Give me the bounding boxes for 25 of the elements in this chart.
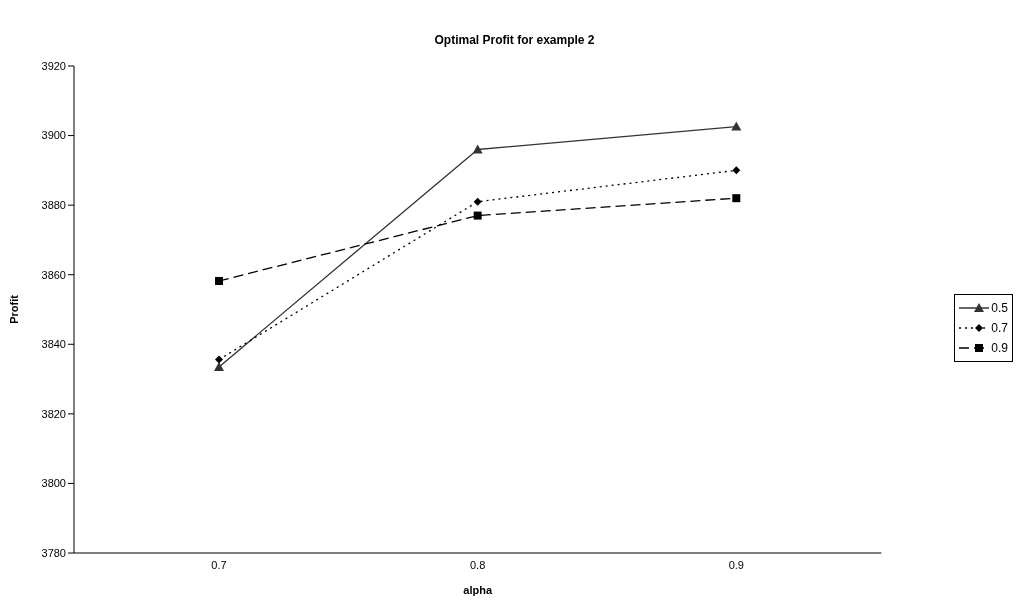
point	[473, 197, 482, 206]
chart-title: Optimal Profit for example 2	[433, 32, 596, 49]
legend-label: 0.9	[991, 340, 1008, 355]
point	[732, 166, 741, 175]
y-axis-title: Profit	[7, 294, 20, 324]
y-tick-label: 3860	[41, 268, 66, 281]
y-tick-label: 3800	[41, 477, 66, 490]
point	[731, 121, 742, 131]
y-tick-label: 3920	[41, 59, 66, 72]
y-tick-label: 3820	[41, 407, 66, 420]
y-tick-label: 3780	[41, 546, 66, 559]
y-tick-label: 3880	[41, 199, 66, 212]
legend-label: 0.5	[991, 300, 1008, 315]
x-tick-label: 0.7	[211, 558, 227, 571]
point	[215, 355, 223, 364]
point	[732, 194, 741, 203]
x-tick-label: 0.8	[470, 558, 486, 571]
legend-label: 0.7	[991, 320, 1008, 335]
y-tick-label: 3840	[41, 338, 66, 351]
y-tick-label: 3900	[41, 129, 66, 142]
point	[473, 211, 482, 220]
point	[215, 276, 223, 285]
x-axis-title: alpha	[463, 584, 493, 596]
x-tick-label: 0.9	[728, 558, 744, 571]
point	[214, 361, 224, 371]
